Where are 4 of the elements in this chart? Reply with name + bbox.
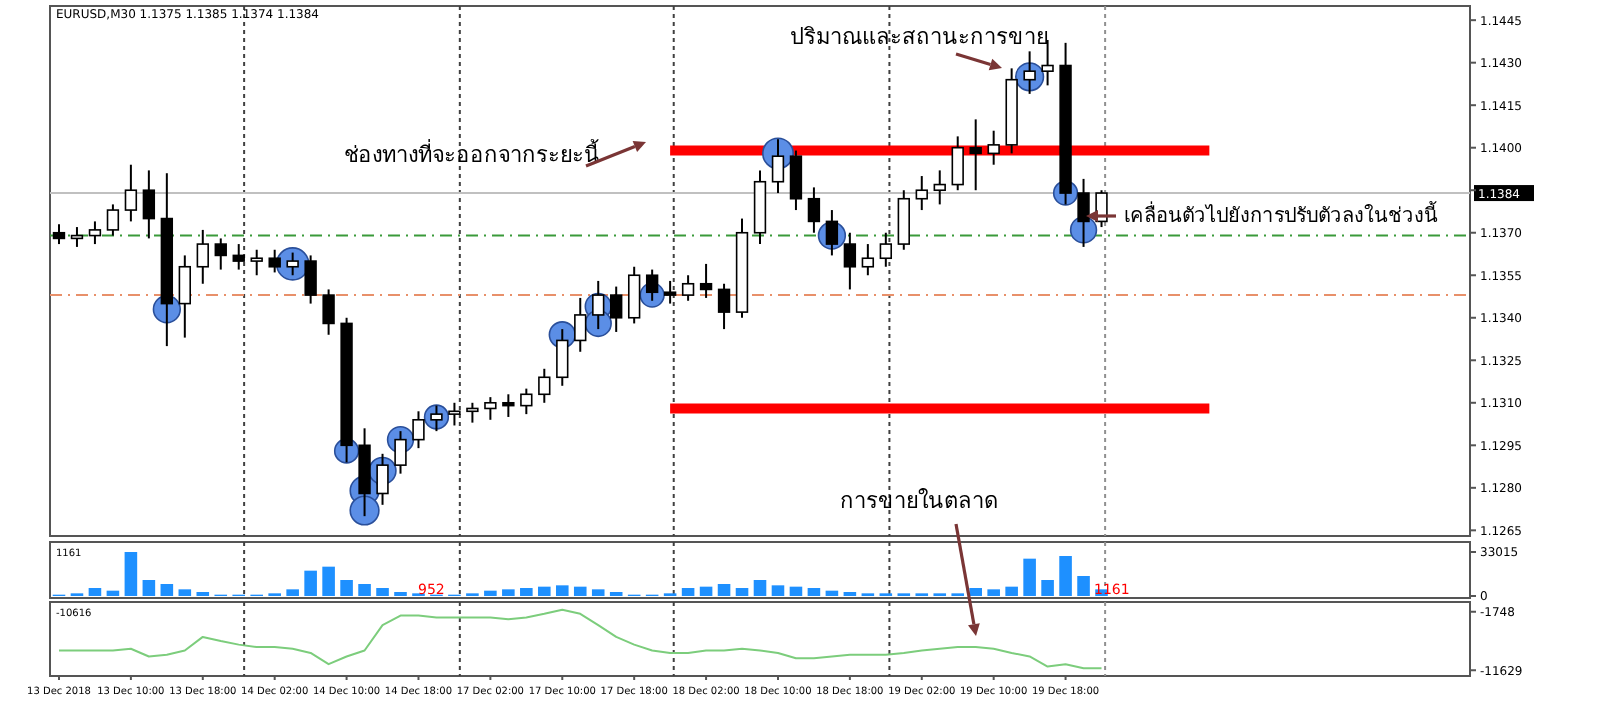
annotation: เคลื่อนตัวไปยังการปรับตัวลงในช่วงนี้	[1124, 200, 1438, 228]
annotation: ปริมาณและสถานะการขาย	[790, 24, 1048, 50]
annotation: ช่องทางที่จะออกจากระยะนี้	[344, 138, 600, 168]
annotation: การขายในตลาด	[840, 488, 998, 514]
